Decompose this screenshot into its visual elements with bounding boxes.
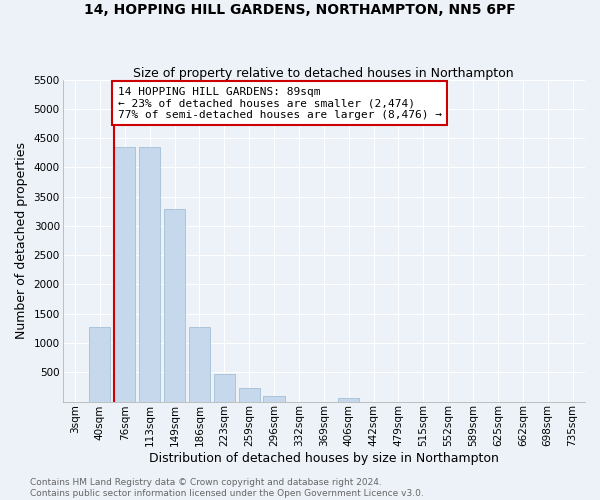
Text: 14, HOPPING HILL GARDENS, NORTHAMPTON, NN5 6PF: 14, HOPPING HILL GARDENS, NORTHAMPTON, N… [84, 2, 516, 16]
Bar [263, 396, 284, 402]
Bar [164, 209, 185, 402]
Bar [239, 388, 260, 402]
Bar [189, 326, 210, 402]
Bar [89, 327, 110, 402]
Bar [338, 398, 359, 402]
Bar [114, 147, 136, 402]
Y-axis label: Number of detached properties: Number of detached properties [15, 142, 28, 339]
Bar [139, 147, 160, 402]
Bar [214, 374, 235, 402]
Text: 14 HOPPING HILL GARDENS: 89sqm
← 23% of detached houses are smaller (2,474)
77% : 14 HOPPING HILL GARDENS: 89sqm ← 23% of … [118, 86, 442, 120]
Text: Contains HM Land Registry data © Crown copyright and database right 2024.
Contai: Contains HM Land Registry data © Crown c… [30, 478, 424, 498]
X-axis label: Distribution of detached houses by size in Northampton: Distribution of detached houses by size … [149, 452, 499, 465]
Title: Size of property relative to detached houses in Northampton: Size of property relative to detached ho… [133, 66, 514, 80]
